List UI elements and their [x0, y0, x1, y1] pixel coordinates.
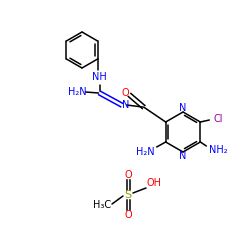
Text: O: O	[124, 210, 132, 220]
Text: OH: OH	[146, 178, 162, 188]
Text: O: O	[122, 88, 130, 98]
Text: N: N	[179, 151, 187, 161]
Text: N: N	[179, 103, 187, 113]
Text: H₂N: H₂N	[136, 147, 155, 157]
Text: NH₂: NH₂	[209, 145, 228, 155]
Text: Cl: Cl	[214, 114, 223, 124]
Text: NH: NH	[92, 72, 107, 82]
Text: H₂N: H₂N	[68, 87, 87, 97]
Text: N: N	[122, 100, 129, 110]
Text: O: O	[124, 170, 132, 180]
Text: H₃C: H₃C	[93, 200, 111, 210]
Text: S: S	[124, 190, 132, 200]
